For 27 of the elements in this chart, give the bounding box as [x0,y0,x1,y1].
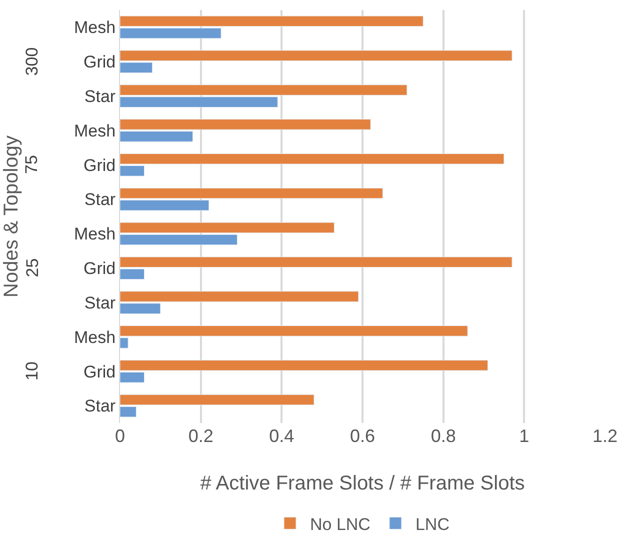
y-tick-label: Grid [83,52,116,72]
x-tick-label: 0.4 [269,426,294,446]
y-tick-label: Star [84,86,116,106]
y-tick-label: Grid [83,259,116,278]
legend-label: No LNC [310,514,370,534]
text: 10 [22,362,42,380]
y-tick-label: Grid [83,156,116,175]
y-tick-label: Mesh [74,18,116,38]
y-tick-label: Star [84,396,116,416]
x-axis-title: # Active Frame Slots / # Frame Slots [200,472,525,494]
text: 300 [22,47,42,76]
x-tick-label: 0.6 [350,426,376,446]
y-tick-label: Mesh [74,328,116,347]
y-tick-label: Star [84,190,116,210]
legend-label: LNC [415,514,450,534]
x-tick-label: 0.8 [430,426,456,446]
y-tick-label: Mesh [74,224,116,244]
y-tick-label: Mesh [74,121,116,140]
y-tick-label: Grid [83,362,116,382]
y-tick-label: Star [84,293,116,312]
x-tick-label: 0.2 [188,426,214,446]
text: 75 [22,155,42,174]
y-axis-title: Nodes & Topology [0,136,23,298]
x-tick-label: 1 [519,426,530,446]
x-tick-label: 1.2 [592,426,618,446]
x-tick-label: 0 [114,426,126,446]
text: 25 [22,258,42,278]
